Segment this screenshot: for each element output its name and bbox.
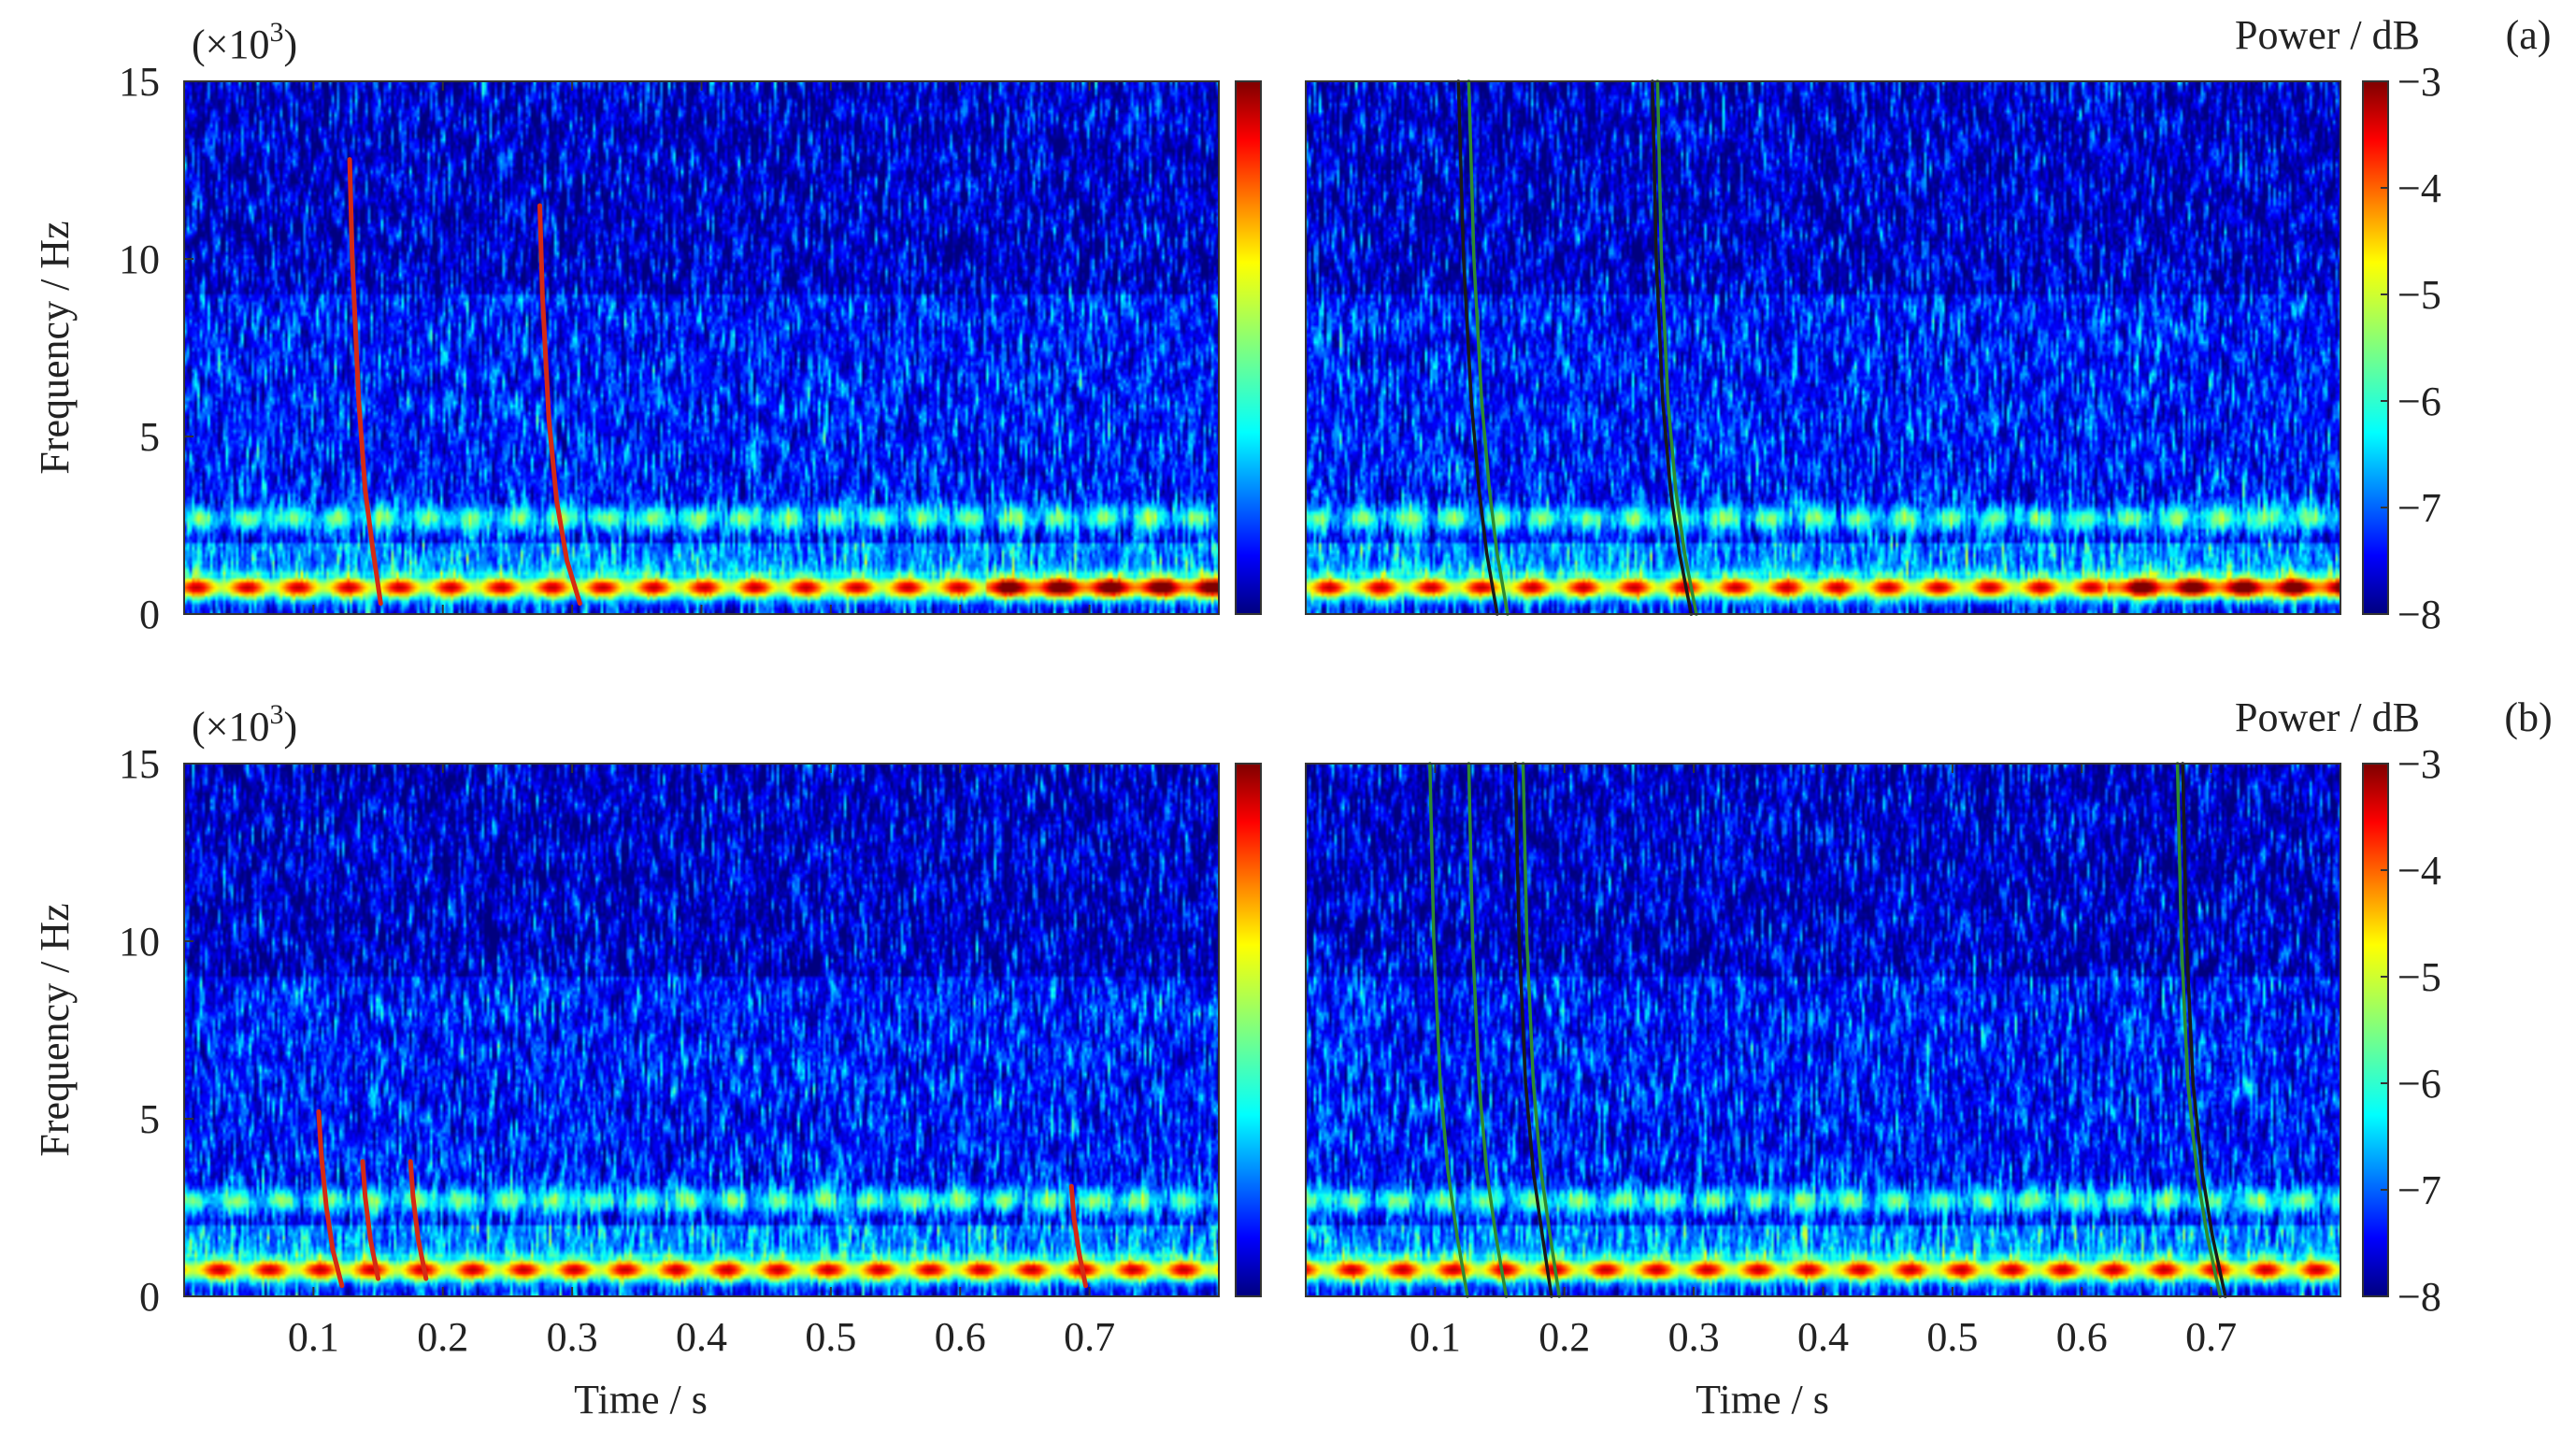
x-tick-label: 0.3 [547,1314,598,1360]
x-tick-label: 0.7 [1064,1314,1115,1360]
colorbar-title: Power / dB [2235,694,2420,740]
track-line-2 [1467,79,1510,616]
y-tick-label: 0 [139,592,160,637]
y-tick-label: 5 [139,1096,160,1142]
x-tick-label: 0.2 [417,1314,468,1360]
colorbar-tick-label: −7 [2397,1167,2441,1213]
y-tick-label: 0 [139,1274,160,1320]
y-tick-label: 10 [119,919,160,965]
x-tick-label: 0.5 [805,1314,856,1360]
y-tick-label: 10 [119,236,160,282]
track-line-5 [2175,762,2223,1298]
colorbar-tick-label: −3 [2397,59,2441,105]
panel-label-a: (a) [2506,12,2552,58]
tracks [1428,762,2227,1298]
colorbar-tick-label: −7 [2397,485,2441,531]
track-line-3 [1513,762,1553,1298]
track-line-1 [316,1108,345,1289]
track-line-3 [408,1159,429,1281]
x-tick-label: 0.2 [1538,1314,1590,1360]
tracks [1456,79,1698,616]
colorbar [1235,763,1262,1297]
track-line-4 [1655,79,1698,616]
track-line-4 [1521,762,1561,1298]
panel-label-b: (b) [2504,694,2552,740]
track-line-1 [347,157,383,607]
y-tick-label: 15 [119,59,160,105]
x-tick-label: 0.4 [676,1314,727,1360]
colorbar-tick-label: −5 [2397,272,2441,318]
plot-frame [1305,80,2341,615]
spectrogram-heatmap [184,764,1219,1296]
colorbar-tick-label: −6 [2397,379,2441,424]
colorbar-title: Power / dB [2235,12,2420,58]
x-axis-label: Time / s [1696,1377,1829,1423]
panel-b-right [1305,762,2389,1298]
x-tick-label: 0.1 [288,1314,339,1360]
panel-b-left [183,763,1262,1297]
track-line-2 [1467,762,1509,1298]
tracks [316,1108,1088,1289]
x-tick-label: 0.1 [1410,1314,1461,1360]
panel-a-left [183,80,1262,615]
x-axis-label: Time / s [574,1377,708,1423]
y-multiplier: (×103) [192,17,297,67]
colorbar-tick-label: −6 [2397,1061,2441,1107]
y-axis-label: Frequency / Hz [32,221,78,474]
x-tick-label: 0.7 [2185,1314,2237,1360]
colorbar [2362,763,2389,1297]
track-line-1 [1456,79,1499,616]
x-tick-label: 0.5 [1926,1314,1978,1360]
colorbar-gradient [2362,80,2389,615]
spectrogram-heatmap [184,81,1219,614]
track-line-2 [360,1159,381,1281]
colorbar [1235,80,1262,615]
y-tick-label: 5 [139,414,160,460]
y-axis-label: Frequency / Hz [32,903,78,1156]
colorbar-tick-label: −8 [2397,592,2441,637]
colorbar-gradient [2362,763,2389,1297]
y-multiplier: (×103) [192,699,297,750]
colorbar-tick-label: −5 [2397,954,2441,1000]
x-tick-label: 0.6 [2056,1314,2108,1360]
track-line-2 [537,203,582,607]
y-tick-label: 15 [119,741,160,787]
x-tick-label: 0.4 [1797,1314,1849,1360]
track-line-6 [2181,762,2227,1298]
x-tick-label: 0.6 [935,1314,986,1360]
colorbar-tick-label: −4 [2397,848,2441,894]
colorbar-tick-label: −8 [2397,1274,2441,1320]
colorbar [2362,80,2389,615]
track-line-1 [1428,762,1469,1298]
track-line-3 [1651,79,1694,616]
tracks [347,157,582,607]
colorbar-gradient [1235,80,1262,615]
colorbar-gradient [1235,763,1262,1297]
track-line-4 [1068,1183,1088,1289]
panel-a-right [1305,79,2389,616]
colorbar-tick-label: −4 [2397,165,2441,211]
colorbar-tick-label: −3 [2397,741,2441,787]
x-tick-label: 0.3 [1668,1314,1720,1360]
